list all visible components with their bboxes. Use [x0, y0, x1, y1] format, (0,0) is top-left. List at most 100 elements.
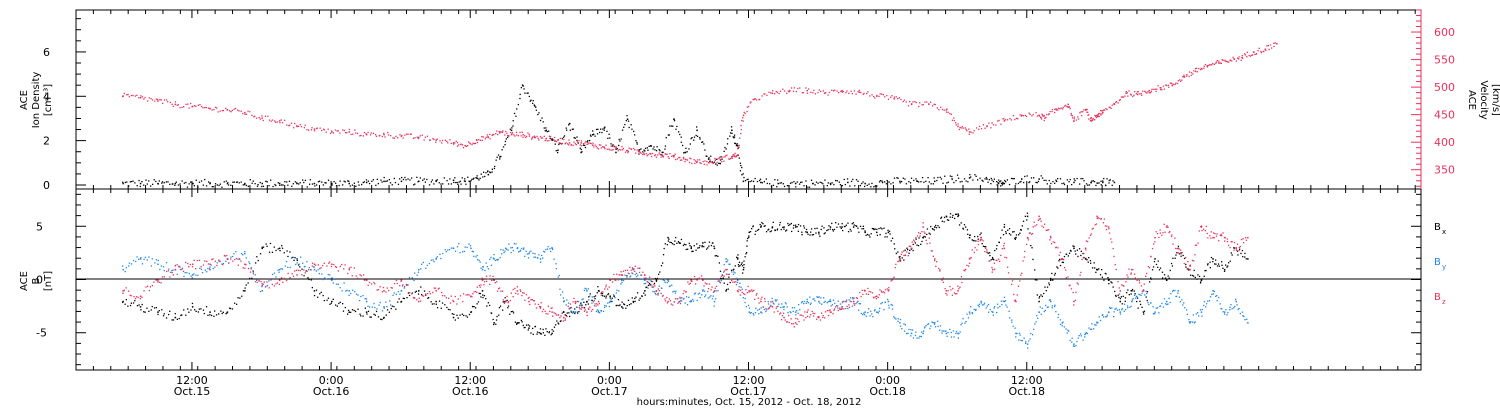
bx-point [560, 320, 562, 322]
by-point [280, 268, 282, 270]
velocity-point [1190, 74, 1192, 76]
bz-point [163, 276, 165, 278]
bz-point [226, 255, 228, 257]
velocity-point [1219, 62, 1221, 64]
bz-sample [505, 300, 507, 303]
by-point [1225, 309, 1227, 311]
bz-point [1180, 253, 1182, 255]
by-point [538, 254, 540, 256]
by-point [1001, 303, 1003, 306]
velocity-point [950, 113, 952, 115]
by-point [977, 304, 979, 306]
by-point [693, 293, 696, 295]
bz-point [803, 319, 805, 321]
by-point [608, 305, 610, 308]
ion-density-point [733, 137, 735, 139]
ion-density-point [904, 178, 906, 180]
velocity-point [991, 122, 993, 124]
bz-point [807, 309, 809, 311]
bz-point [953, 292, 956, 294]
bz-point [291, 273, 293, 275]
velocity-point [1045, 116, 1047, 119]
by-point [1040, 313, 1042, 315]
ion-density-point [306, 186, 308, 188]
velocity-point [197, 104, 199, 106]
ion-density-point [467, 176, 469, 178]
by-point [600, 310, 602, 312]
bx-point [893, 243, 895, 245]
by-point [1075, 344, 1077, 347]
by-point [1106, 316, 1108, 318]
bx-sample [1050, 279, 1052, 281]
ion-density-point [920, 181, 922, 183]
by-point [702, 289, 704, 291]
velocity-point [1238, 56, 1240, 58]
ion-density-point [835, 179, 837, 182]
velocity-point [486, 134, 489, 136]
velocity-point [435, 141, 437, 143]
ion-density-point [211, 186, 213, 188]
bz-point [219, 260, 221, 262]
bz-point [1172, 243, 1174, 245]
by-point [124, 270, 126, 273]
ion-density-sample [684, 151, 687, 154]
bx-point [780, 228, 782, 231]
velocity-point [1222, 59, 1224, 61]
by-point [1136, 296, 1138, 298]
bx-point [1078, 248, 1081, 250]
velocity-point [579, 144, 581, 146]
by-point [1008, 310, 1010, 312]
velocity-point [998, 119, 1000, 122]
velocity-point [1119, 99, 1121, 101]
bz-point [693, 275, 696, 278]
bz-point [1060, 258, 1062, 261]
bz-point [576, 300, 578, 303]
velocity-point [915, 101, 917, 104]
bz-point [995, 259, 997, 262]
ion-density-point [780, 182, 783, 184]
ion-density-point [741, 166, 743, 169]
bz-point [476, 286, 478, 288]
by-point [893, 316, 895, 318]
velocity-point [1130, 93, 1132, 95]
bx-point [974, 235, 976, 238]
bz-point [1218, 240, 1220, 242]
by-point [618, 290, 620, 292]
velocity-point [934, 103, 936, 106]
velocity-point [975, 127, 978, 129]
ion-density-point [294, 181, 296, 183]
ion-density-point [397, 183, 400, 185]
velocity-sample [1067, 103, 1069, 106]
bx-point [879, 234, 881, 236]
by-point [1163, 298, 1166, 300]
velocity-point [458, 144, 460, 146]
bx-point [649, 283, 651, 286]
ion-density-point [1052, 181, 1054, 183]
ion-density-point [766, 182, 768, 185]
by-point [856, 301, 858, 303]
by-point [466, 246, 468, 248]
bz-point [647, 281, 649, 284]
bz-point [1085, 240, 1088, 242]
ion-density-point [913, 179, 915, 182]
by-point [471, 250, 473, 252]
velocity-point [1248, 54, 1250, 57]
by-point [130, 263, 133, 265]
ion-density-point [648, 145, 650, 147]
ion-density-point [324, 182, 326, 184]
bx-point [898, 256, 900, 258]
by-sample [470, 247, 472, 250]
by-point [782, 306, 784, 308]
velocity-point [461, 144, 464, 146]
bz-sample [736, 290, 739, 292]
by-point [1126, 305, 1129, 307]
bz-point [651, 286, 653, 288]
by-point [141, 263, 144, 265]
bx-point [1013, 231, 1015, 233]
bz-point [631, 272, 633, 274]
bx-point [967, 233, 969, 235]
bz-point [438, 287, 440, 289]
ion-density-point [673, 120, 676, 122]
bx-point [904, 249, 906, 251]
bx-point [697, 247, 699, 249]
